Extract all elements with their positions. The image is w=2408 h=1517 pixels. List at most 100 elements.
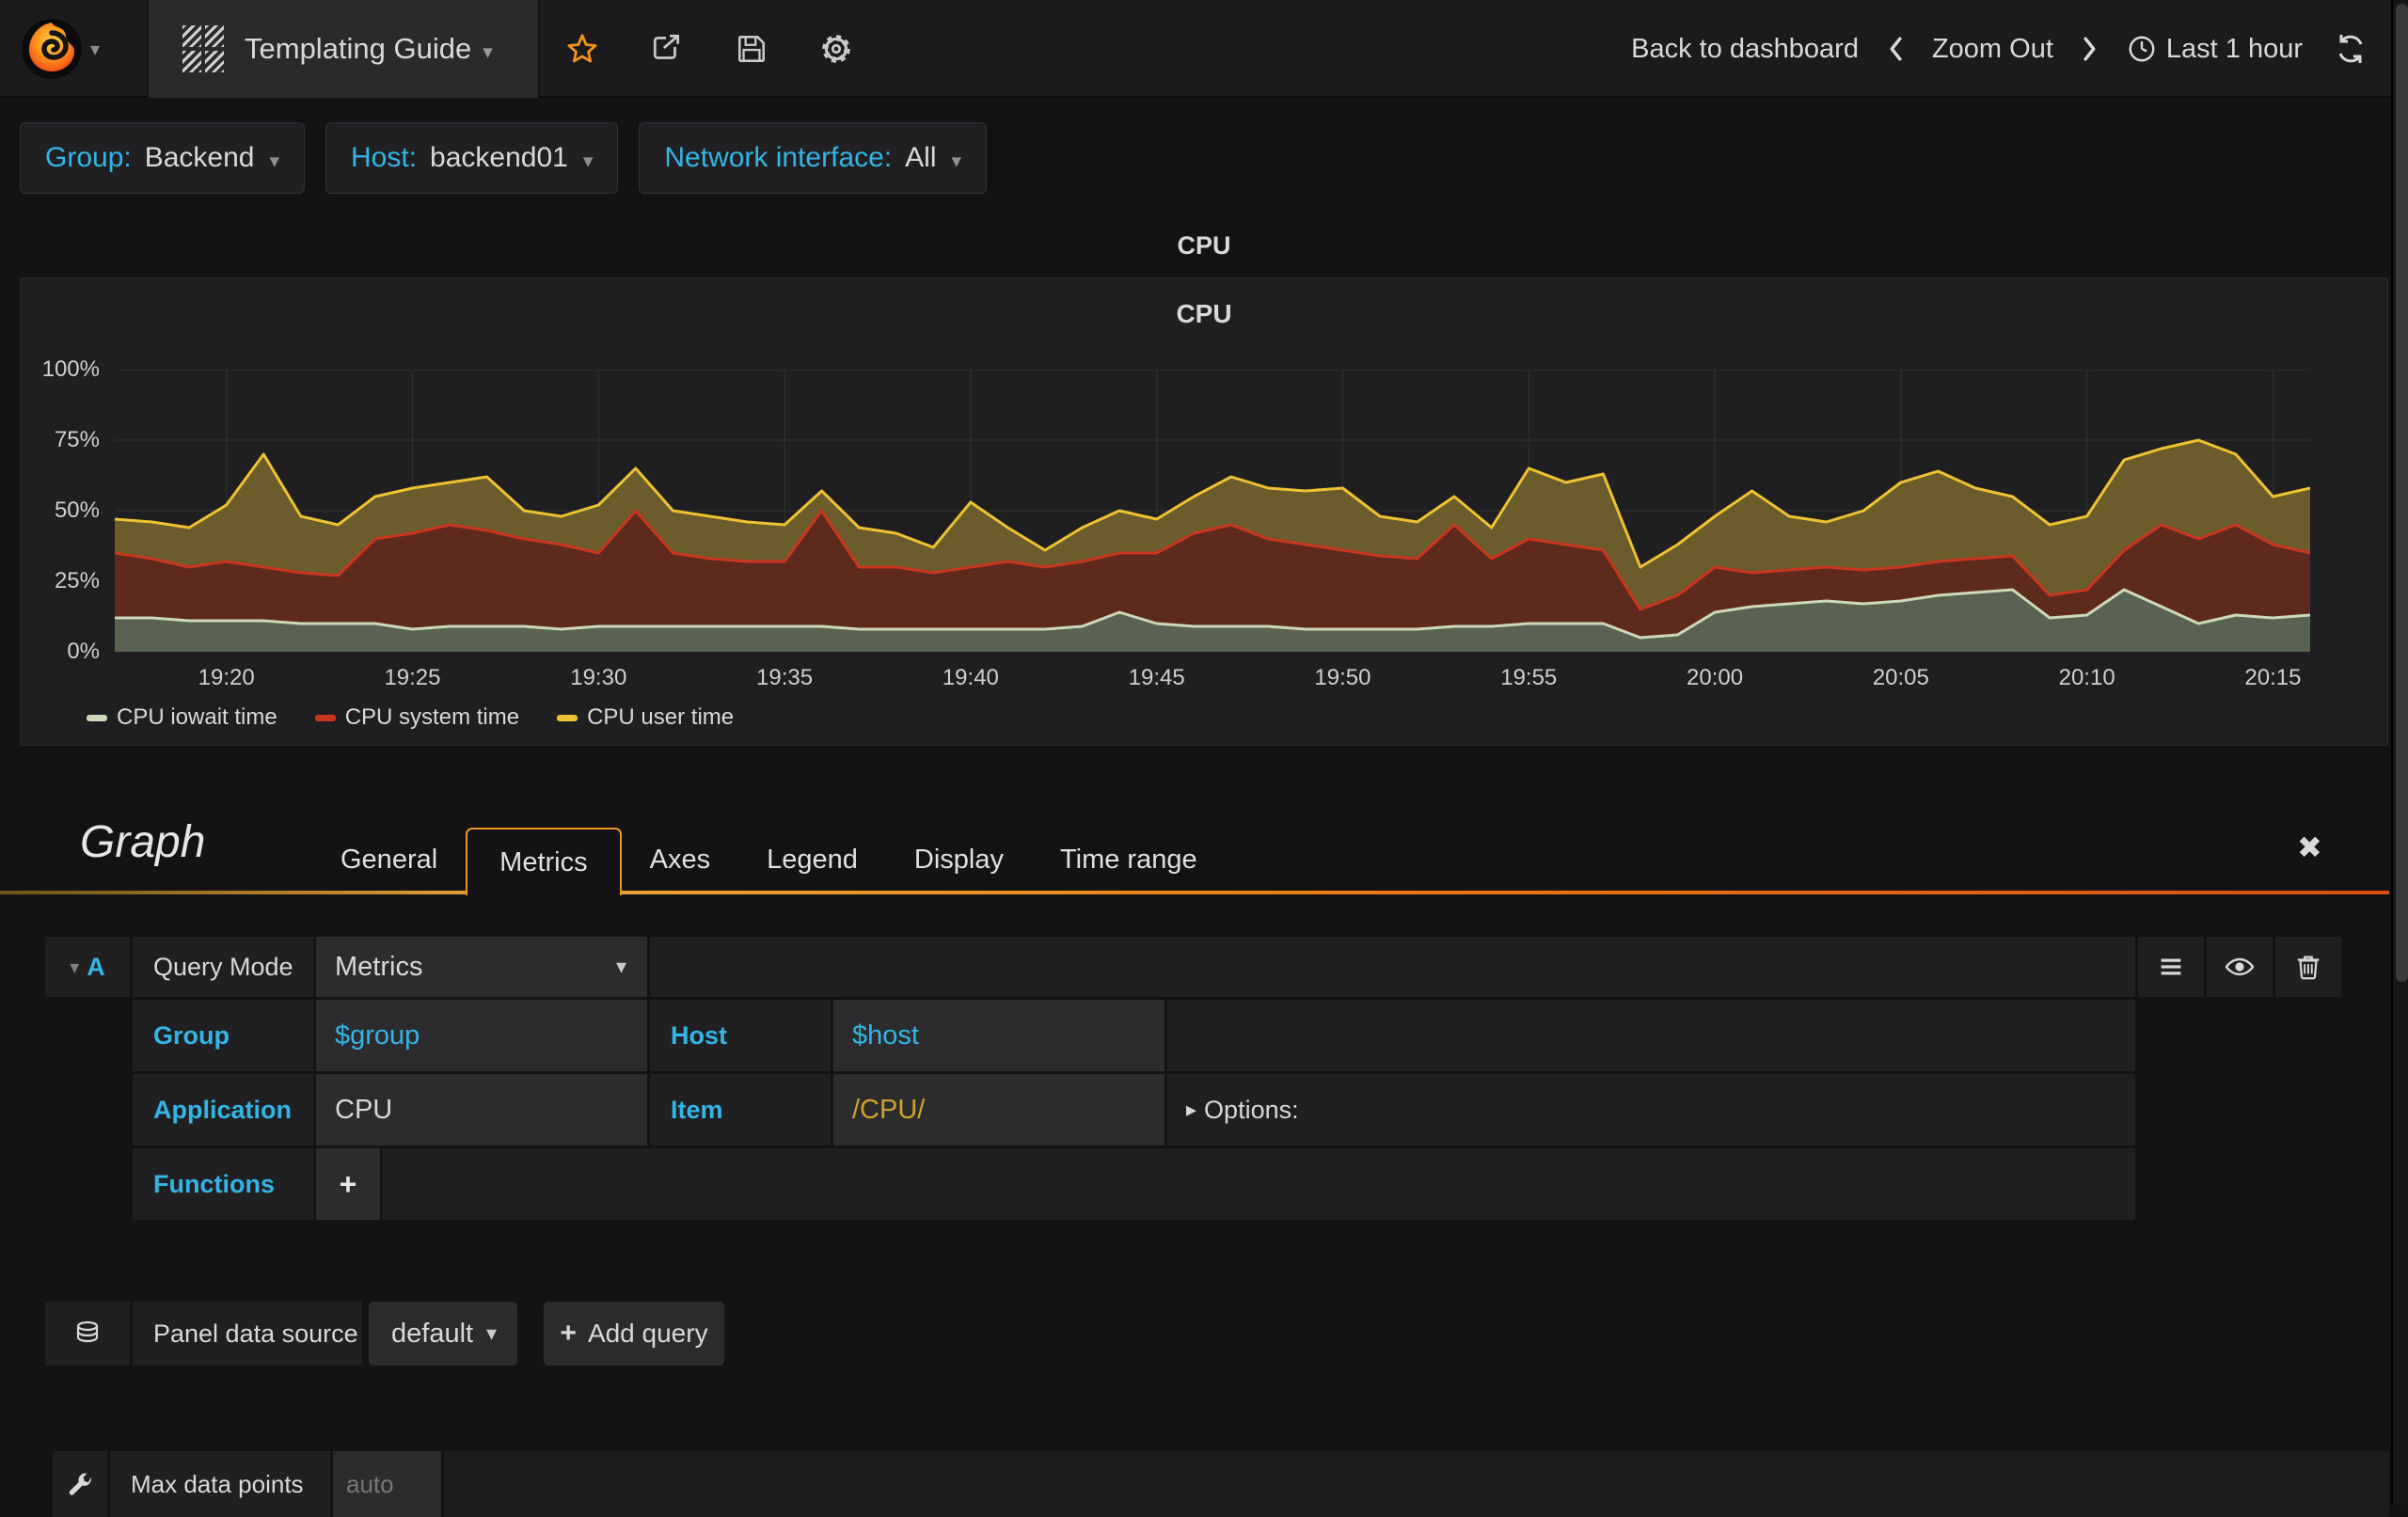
legend: CPU iowait time CPU system time CPU user t… bbox=[87, 704, 734, 731]
max-data-points-label: Max data points bbox=[110, 1451, 330, 1517]
item-field-label: Item bbox=[650, 1074, 831, 1146]
legend-item[interactable]: CPU user time bbox=[557, 704, 734, 731]
caret-down-icon: ▾ bbox=[951, 150, 962, 172]
scrollbar-track[interactable] bbox=[2391, 0, 2408, 1505]
zoom-out-button[interactable]: Zoom Out bbox=[1931, 33, 2053, 64]
settings-button[interactable] bbox=[816, 29, 856, 69]
variable-group-label: Group: bbox=[45, 142, 132, 173]
share-icon bbox=[653, 34, 680, 59]
x-tick-label: 20:15 bbox=[2244, 665, 2302, 690]
back-to-dashboard-button[interactable]: Back to dashboard bbox=[1631, 33, 1859, 64]
scrollbar-thumb[interactable] bbox=[2396, 4, 2408, 982]
variable-host-label: Host: bbox=[351, 142, 418, 173]
x-tick-label: 19:25 bbox=[384, 665, 441, 690]
template-variables: Group: Backend ▾ Host: backend01 ▾ Netwo… bbox=[20, 122, 988, 194]
variable-host-value: backend01 bbox=[430, 142, 568, 173]
item-field-input[interactable]: /CPU/ bbox=[833, 1074, 1164, 1146]
close-editor-button[interactable]: ✖ bbox=[2297, 830, 2322, 864]
eye-icon bbox=[2225, 957, 2255, 976]
graph-title: CPU bbox=[1176, 299, 1232, 328]
host-field-input[interactable]: $host bbox=[833, 1000, 1164, 1071]
tab-metrics[interactable]: Metrics bbox=[466, 828, 622, 895]
host-field-value: $host bbox=[852, 1019, 919, 1051]
panel-type-label: Graph bbox=[80, 817, 206, 867]
x-tick-label: 19:30 bbox=[570, 665, 627, 690]
legend-swatch-icon bbox=[314, 714, 336, 721]
y-tick-label: 75% bbox=[54, 427, 100, 452]
item-field-value: /CPU/ bbox=[852, 1094, 926, 1125]
options-toggle[interactable]: ▸ Options: bbox=[1167, 1074, 2135, 1146]
time-forward-button[interactable] bbox=[2082, 36, 2099, 62]
legend-item[interactable]: CPU system time bbox=[314, 704, 520, 731]
chevron-right-icon bbox=[2083, 37, 2096, 61]
max-data-points-input[interactable]: auto bbox=[333, 1451, 441, 1517]
functions-label: Functions bbox=[133, 1148, 313, 1220]
tab-axes[interactable]: Axes bbox=[649, 844, 711, 875]
datasource-value: default bbox=[391, 1318, 474, 1349]
logo-caret-icon: ▾ bbox=[90, 39, 101, 60]
query-mode-dropdown[interactable]: Metrics ▾ bbox=[316, 937, 647, 997]
cpu-chart-svg[interactable] bbox=[114, 369, 2311, 652]
cpu-graph-panel: CPU 0% 25% 50% 75% 100% 19:20 19:25 19:30 19:35… bbox=[20, 277, 2388, 746]
variable-network-interface[interactable]: Network interface: All ▾ bbox=[639, 122, 988, 194]
grafana-logo-menu[interactable]: ▾ bbox=[0, 0, 147, 98]
legend-swatch-icon bbox=[87, 714, 107, 721]
dashboard-picker[interactable]: Templating Guide ▾ bbox=[147, 0, 540, 98]
application-field-label: Application bbox=[133, 1074, 313, 1146]
query-delete-button[interactable] bbox=[2275, 937, 2341, 997]
query-mode-value: Metrics bbox=[335, 951, 423, 982]
tab-general[interactable]: General bbox=[341, 844, 438, 875]
legend-label: CPU iowait time bbox=[117, 704, 277, 730]
query-menu-button[interactable] bbox=[2138, 937, 2204, 997]
x-tick-label: 19:20 bbox=[198, 665, 255, 690]
host-field-label: Host bbox=[650, 1000, 831, 1071]
editor-tabs-row: General Metrics Axes Legend Display Time… bbox=[0, 828, 2389, 895]
query-row-filler bbox=[650, 937, 2135, 997]
menu-icon bbox=[2161, 958, 2181, 975]
datasource-icon-cell bbox=[45, 1302, 130, 1366]
wrench-icon bbox=[69, 1473, 91, 1495]
save-button[interactable] bbox=[732, 29, 771, 69]
variable-host[interactable]: Host: backend01 ▾ bbox=[325, 122, 619, 194]
grafana-logo-icon bbox=[22, 19, 82, 79]
caret-down-icon: ▾ bbox=[485, 1321, 497, 1345]
add-function-button[interactable]: + bbox=[316, 1148, 380, 1220]
tab-display[interactable]: Display bbox=[913, 844, 1004, 875]
x-tick-label: 19:50 bbox=[1314, 665, 1371, 690]
query-row-filler bbox=[1167, 1000, 2135, 1071]
footer-row-filler bbox=[444, 1451, 2389, 1517]
dashboards-grid-icon bbox=[182, 25, 226, 72]
query-row-filler bbox=[383, 1148, 2135, 1220]
query-ref-cell[interactable]: ▾ A bbox=[45, 937, 130, 997]
x-tick-label: 20:10 bbox=[2058, 665, 2115, 690]
legend-label: CPU system time bbox=[344, 704, 520, 730]
group-field-label: Group bbox=[133, 1000, 313, 1071]
time-back-button[interactable] bbox=[1887, 36, 1904, 62]
datasource-label: Panel data source bbox=[133, 1302, 362, 1366]
datasource-dropdown[interactable]: default ▾ bbox=[369, 1302, 517, 1366]
variable-netif-value: All bbox=[905, 142, 937, 173]
dashboard-title: Templating Guide bbox=[245, 32, 472, 65]
tab-time-range[interactable]: Time range bbox=[1059, 844, 1197, 875]
time-range-label: Last 1 hour bbox=[2165, 33, 2303, 64]
database-icon bbox=[76, 1320, 99, 1343]
tab-legend[interactable]: Legend bbox=[767, 844, 858, 875]
refresh-icon bbox=[2338, 35, 2363, 63]
gear-icon bbox=[822, 35, 850, 63]
max-data-points-placeholder: auto bbox=[346, 1469, 394, 1498]
application-field-input[interactable]: CPU bbox=[316, 1074, 647, 1146]
variable-netif-label: Network interface: bbox=[664, 142, 893, 173]
refresh-button[interactable] bbox=[2331, 29, 2370, 69]
caret-right-icon: ▸ bbox=[1186, 1098, 1197, 1121]
add-query-button[interactable]: + Add query bbox=[544, 1302, 724, 1366]
star-button[interactable] bbox=[562, 29, 602, 69]
legend-item[interactable]: CPU iowait time bbox=[87, 704, 277, 731]
variable-group[interactable]: Group: Backend ▾ bbox=[20, 122, 306, 194]
panel-title[interactable]: CPU bbox=[1177, 231, 1231, 260]
group-field-input[interactable]: $group bbox=[316, 1000, 647, 1071]
query-toggle-visibility-button[interactable] bbox=[2207, 937, 2273, 997]
time-range-picker[interactable]: Last 1 hour bbox=[2127, 34, 2303, 65]
share-button[interactable] bbox=[647, 29, 687, 69]
x-tick-label: 20:05 bbox=[1872, 665, 1929, 690]
tabs-underline bbox=[0, 891, 2389, 894]
